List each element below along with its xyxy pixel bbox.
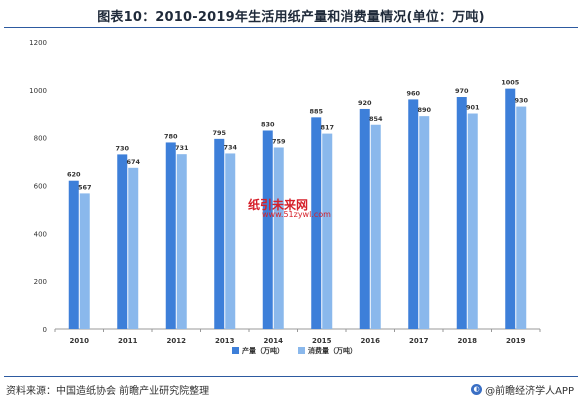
x-tick-label: 2011 — [118, 337, 138, 345]
y-tick-label: 1200 — [29, 39, 47, 47]
data-label-production: 920 — [358, 99, 372, 107]
brand-label: @前瞻经济学人APP — [485, 386, 574, 397]
y-tick-label: 0 — [43, 326, 47, 334]
y-tick-label: 400 — [34, 230, 47, 238]
y-tick-label: 1000 — [29, 87, 47, 95]
data-label-production: 780 — [164, 132, 178, 140]
bar-production — [117, 154, 128, 329]
bar-consumption — [516, 106, 527, 329]
bar-production — [456, 97, 467, 329]
x-tick-label: 2015 — [312, 337, 332, 345]
title-divider — [4, 27, 578, 28]
x-tick-label: 2017 — [409, 337, 429, 345]
y-tick-label: 200 — [34, 278, 47, 286]
data-label-production: 960 — [406, 89, 420, 97]
data-label-consumption: 854 — [369, 115, 383, 123]
legend-label: 消费量（万吨） — [308, 346, 357, 355]
x-tick-label: 2018 — [458, 337, 478, 345]
bar-consumption — [419, 116, 430, 330]
data-label-production: 885 — [309, 107, 323, 115]
bar-consumption — [128, 167, 139, 329]
bar-production — [262, 130, 273, 329]
data-label-production: 730 — [115, 144, 129, 152]
data-label-consumption: 734 — [223, 143, 237, 151]
bar-consumption — [273, 147, 284, 329]
bar-consumption — [79, 193, 90, 329]
bar-production — [359, 108, 370, 329]
bar-production — [505, 88, 516, 329]
data-label-production: 795 — [212, 129, 226, 137]
bar-consumption — [370, 124, 381, 329]
data-label-consumption: 930 — [514, 97, 528, 105]
y-tick-label: 600 — [34, 183, 47, 191]
data-label-consumption: 731 — [175, 144, 189, 152]
bar-production — [214, 138, 225, 329]
x-tick-label: 2013 — [215, 337, 235, 345]
bar-consumption — [322, 133, 333, 329]
data-label-consumption: 567 — [78, 183, 92, 191]
data-label-consumption: 817 — [320, 124, 334, 132]
source-note: 资料来源：中国造纸协会 前瞻产业研究院整理 — [6, 386, 210, 397]
x-tick-label: 2010 — [70, 337, 90, 345]
bar-production — [68, 180, 79, 329]
brand-credit: ◐ @前瞻经济学人APP — [471, 382, 574, 397]
brand-logo-icon: ◐ — [471, 384, 483, 395]
legend-swatch — [232, 347, 239, 354]
y-tick-label: 800 — [34, 135, 47, 143]
bar-production — [408, 99, 419, 330]
bar-consumption — [467, 113, 478, 329]
footer-divider — [4, 376, 578, 377]
x-tick-label: 2014 — [264, 337, 284, 345]
data-label-production: 970 — [455, 87, 469, 95]
legend-label: 产量（万吨） — [242, 346, 284, 355]
data-label-consumption: 901 — [466, 104, 480, 112]
data-label-consumption: 759 — [272, 137, 286, 145]
bar-consumption — [176, 154, 187, 329]
chart-title: 图表10：2010-2019年生活用纸产量和消费量情况(单位：万吨) — [97, 10, 485, 25]
x-tick-label: 2016 — [361, 337, 381, 345]
data-label-production: 620 — [67, 171, 81, 179]
bar-production — [165, 142, 176, 329]
data-label-consumption: 674 — [126, 158, 140, 166]
legend-swatch — [298, 347, 305, 354]
bar-consumption — [225, 153, 236, 329]
data-label-consumption: 890 — [417, 106, 431, 114]
data-label-production: 1005 — [501, 79, 520, 87]
bar-production — [311, 117, 322, 330]
data-label-production: 830 — [261, 120, 275, 128]
x-tick-label: 2012 — [167, 337, 187, 345]
x-tick-label: 2019 — [506, 337, 526, 345]
